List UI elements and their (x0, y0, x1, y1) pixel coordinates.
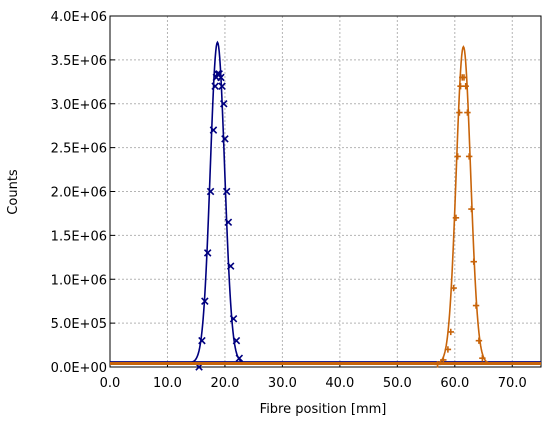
y-tick-label: 1.0E+06 (51, 273, 107, 288)
data-point (460, 74, 468, 81)
x-tick-label: 10.0 (153, 376, 182, 391)
data-point (472, 302, 480, 309)
grid (110, 16, 541, 367)
data-point (232, 336, 241, 345)
y-tick-label: 0.0E+00 (51, 361, 107, 376)
data-point (462, 83, 469, 90)
data-point (465, 153, 473, 160)
series-layer (110, 40, 541, 371)
data-point (217, 73, 225, 82)
x-tick-label: 70.0 (498, 376, 527, 391)
x-tick-label: 20.0 (210, 376, 239, 391)
data-point (450, 284, 457, 292)
data-point (224, 218, 233, 226)
fit-curve (110, 40, 541, 364)
data-point (475, 337, 483, 344)
y-axis-title: Counts (6, 169, 21, 215)
x-axis-title: Fibre position [mm] (260, 402, 387, 417)
data-point (447, 328, 454, 336)
data-point (222, 187, 231, 196)
data-point (464, 109, 471, 116)
x-tick-label: 50.0 (383, 376, 412, 391)
data-point (452, 214, 460, 222)
data-point (211, 82, 219, 90)
data-point (456, 109, 463, 116)
data-point (468, 205, 475, 213)
data-point (206, 187, 215, 196)
y-tick-label: 1.5E+06 (51, 229, 107, 244)
data-point (220, 99, 228, 108)
x-tick-label: 0.0 (100, 376, 121, 391)
x-axis: 0.0 10.0 20.0 30.0 40.0 50.0 60.0 70.0 (100, 362, 527, 391)
data-point (454, 153, 461, 160)
y-tick-label: 2.0E+06 (51, 186, 107, 201)
y-tick-label: 2.5E+06 (51, 142, 107, 157)
data-point (434, 361, 441, 368)
y-tick-label: 4.0E+06 (51, 10, 107, 25)
y-tick-label: 3.0E+06 (51, 98, 107, 113)
y-axis: 0.0E+00 5.0E+05 1.0E+06 1.5E+06 2.0E+06 2.5E+… (51, 10, 115, 376)
data-point (198, 336, 206, 345)
y-tick-label: 5.0E+05 (51, 317, 107, 332)
series-1 (110, 40, 541, 371)
data-point (229, 314, 238, 323)
y-tick-label: 3.5E+06 (51, 54, 107, 69)
data-point (203, 249, 212, 257)
data-point (235, 354, 244, 362)
data-point (218, 82, 226, 90)
data-point (209, 126, 218, 134)
data-point (444, 346, 452, 353)
series-2 (110, 45, 541, 368)
fit-curve (110, 45, 541, 365)
data-point (221, 135, 229, 143)
data-point (440, 356, 447, 364)
data-point (226, 262, 235, 270)
data-point (201, 297, 209, 305)
x-tick-label: 30.0 (268, 376, 297, 391)
data-point (479, 355, 486, 362)
data-point (470, 258, 477, 265)
x-tick-label: 60.0 (440, 376, 469, 391)
x-tick-label: 40.0 (325, 376, 354, 391)
